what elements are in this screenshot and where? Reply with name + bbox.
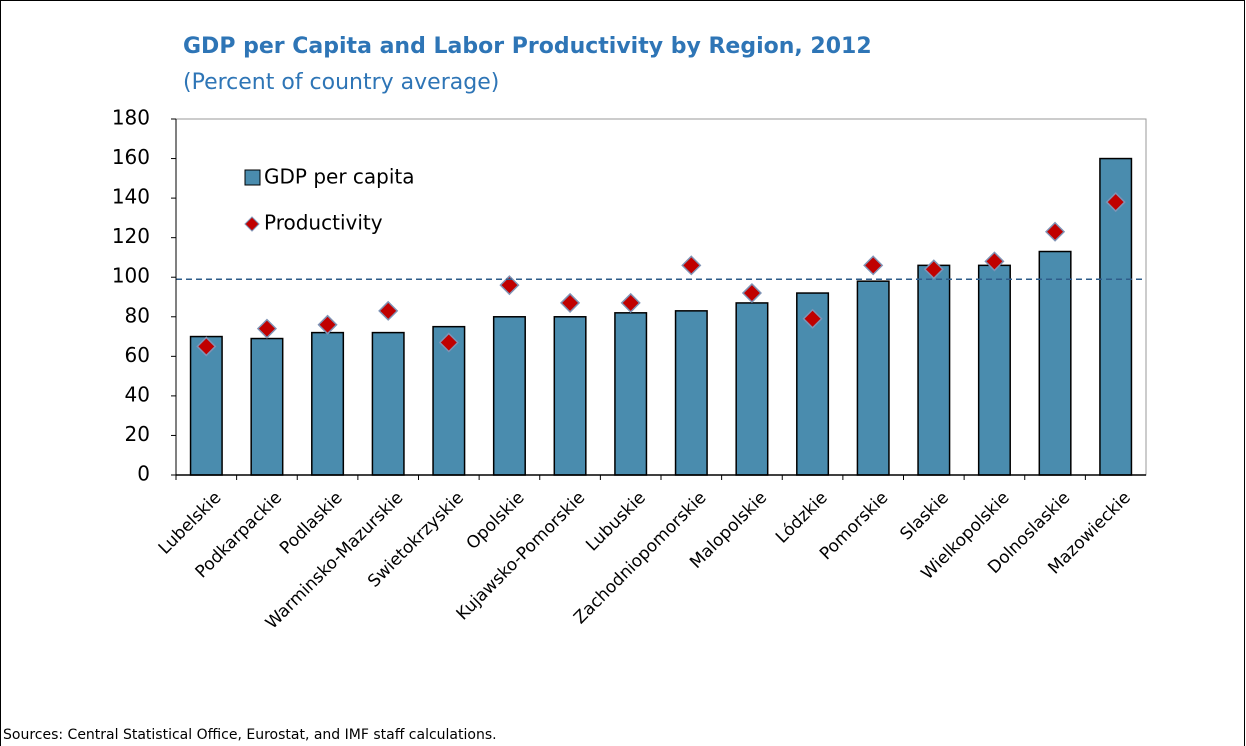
y-tick-label: 20 [125,422,150,446]
bar [614,312,648,476]
y-tick-label: 80 [125,303,150,327]
diamond-marker [1044,221,1066,242]
legend-swatch [244,216,260,232]
y-tick-label: 120 [112,224,150,248]
diamond-marker [681,255,702,276]
diamond-marker [863,255,884,276]
x-tick-label: Slaskie [896,488,952,544]
diamond-marker [317,314,338,335]
diamond-marker [620,292,641,313]
bar [1038,250,1072,476]
chart-title: GDP per Capita and Labor Productivity by… [183,34,872,59]
x-tick-label: Lódzkie [772,488,832,548]
bar [492,316,526,476]
bar [856,280,890,476]
y-tick-label: 40 [125,382,150,406]
bar [371,331,405,476]
bar [553,316,587,476]
diamond-marker [802,308,823,329]
bar [977,264,1011,476]
chart-subtitle: (Percent of country average) [183,70,499,95]
y-tick-label: 140 [112,185,150,209]
diamond-marker [1105,192,1126,213]
legend-label: GDP per capita [264,165,415,189]
diamond-marker [438,332,459,353]
y-tick-label: 0 [137,462,150,486]
diamond-marker [196,336,217,357]
y-tick-label: 180 [112,106,150,130]
diamond-marker [984,251,1005,272]
bar [311,331,345,476]
diamond-marker [256,318,277,339]
y-tick-label: 160 [112,145,150,169]
bar [917,264,951,476]
legend-swatch [244,169,261,186]
bar [189,335,223,476]
bar [674,310,708,476]
bar [250,337,284,476]
y-tick-label: 60 [125,343,150,367]
legend-label: Productivity [264,211,383,235]
diamond-marker [378,300,399,321]
diamond-marker [923,259,944,280]
bar [796,292,830,476]
diamond-marker [499,275,520,296]
diamond-marker [560,292,581,313]
y-tick-label: 100 [112,264,150,288]
source-note: Sources: Central Statistical Office, Eur… [3,727,497,743]
bar [735,302,769,476]
diamond-marker [741,282,762,304]
